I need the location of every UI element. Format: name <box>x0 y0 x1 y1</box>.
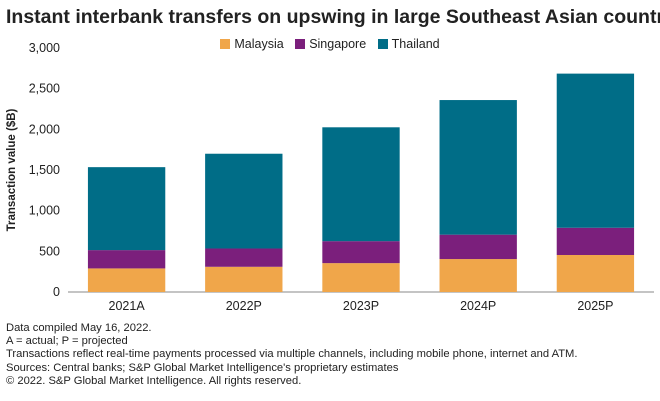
note-sources: Sources: Central banks; S&P Global Marke… <box>6 361 399 374</box>
legend-item-malaysia: Malaysia <box>220 37 284 51</box>
bar-singapore-2023p <box>322 241 400 264</box>
chart-title: Instant interbank transfers on upswing i… <box>6 6 660 28</box>
bar-singapore-2025p <box>556 227 635 255</box>
bar-malaysia-2023p <box>322 263 400 292</box>
x-axis-ticks: 2021A 2022P 2023P 2024P 2025P <box>109 299 614 313</box>
x-tick-label: 2024P <box>460 299 496 313</box>
note-transactions: Transactions reflect real-time payments … <box>6 348 578 361</box>
chart-legend: Malaysia Singapore Thailand <box>0 37 660 52</box>
y-tick-label: 2,500 <box>29 82 60 96</box>
note-legend-abbrev: A = actual; P = projected <box>6 335 128 348</box>
note-date-compiled: Data compiled May 16, 2022. <box>6 322 152 334</box>
y-tick-label: 1,500 <box>29 163 60 177</box>
x-tick-label: 2022P <box>226 299 262 313</box>
legend-swatch-malaysia <box>220 39 231 49</box>
bar-thailand-2024p <box>439 100 517 235</box>
y-tick-label: 1,000 <box>29 204 60 218</box>
y-axis-ticks: 0 500 1,000 1,500 2,000 2,500 3,000 <box>29 41 60 299</box>
bar-singapore-2022p <box>205 248 283 267</box>
x-tick-label: 2023P <box>343 299 379 313</box>
note-copyright: © 2022. S&P Global Market Intelligence. … <box>6 374 302 387</box>
bars-group <box>87 73 635 292</box>
bar-malaysia-2024p <box>439 259 517 292</box>
bar-singapore-2024p <box>439 234 517 260</box>
bar-thailand-2023p <box>322 127 400 242</box>
legend-label-malaysia: Malaysia <box>234 37 284 51</box>
legend-item-thailand: Thailand <box>377 37 440 51</box>
bar-malaysia-2022p <box>205 266 283 292</box>
bar-singapore-2021a <box>87 250 166 269</box>
x-tick-label: 2025P <box>577 299 613 313</box>
x-tick-label: 2021A <box>109 299 146 313</box>
bar-thailand-2021a <box>87 167 166 251</box>
legend-swatch-thailand <box>377 39 388 49</box>
y-tick-label: 500 <box>39 244 60 258</box>
y-axis-label: Transaction value ($B) <box>6 108 18 231</box>
y-tick-label: 2,000 <box>29 122 60 136</box>
legend-label-thailand: Thailand <box>391 37 440 51</box>
bar-thailand-2025p <box>556 73 635 228</box>
y-tick-label: 3,000 <box>29 41 60 55</box>
stacked-bar-chart: 0 500 1,000 1,500 2,000 2,500 3,000 Transactio… <box>6 41 654 313</box>
legend-swatch-singapore <box>295 39 306 49</box>
legend-item-singapore: Singapore <box>295 37 366 51</box>
chart-notes: Data compiled May 16, 2022. A = actual; … <box>6 322 577 388</box>
y-tick-label: 0 <box>53 285 60 299</box>
bar-malaysia-2021a <box>87 268 166 292</box>
bar-thailand-2022p <box>205 153 283 249</box>
bar-malaysia-2025p <box>556 254 635 292</box>
legend-label-singapore: Singapore <box>309 37 367 51</box>
